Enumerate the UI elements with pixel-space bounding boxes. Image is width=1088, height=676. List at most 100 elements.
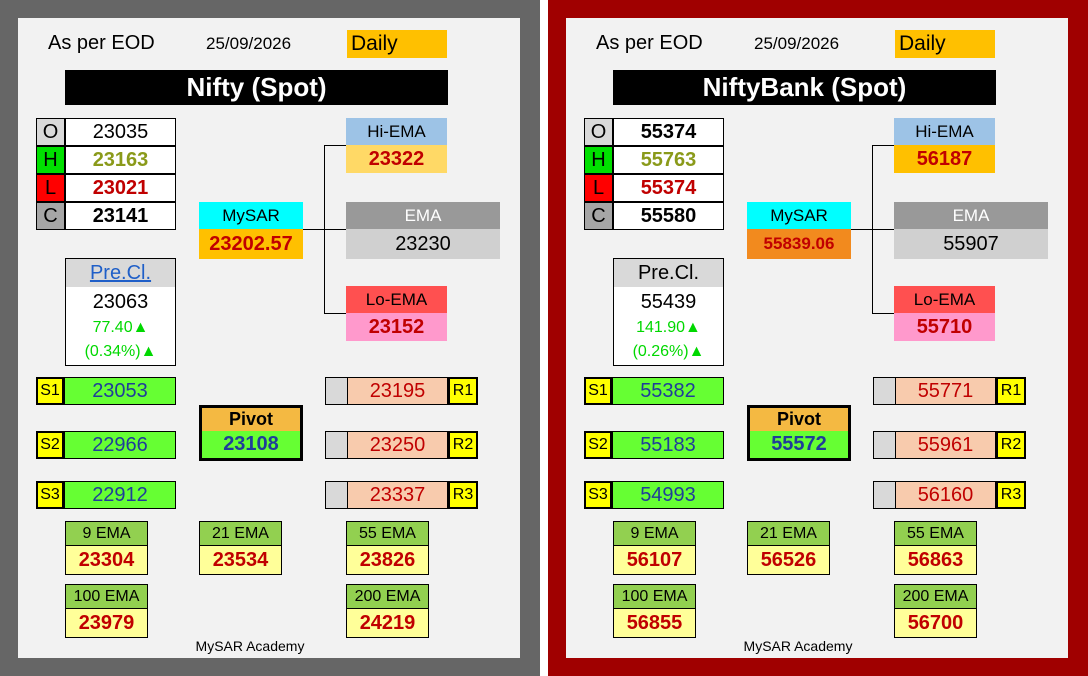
resistance-r3-value: 23337 (347, 481, 448, 509)
pivot-value: 23108 (202, 431, 300, 458)
support-s1-label: S1 (584, 377, 612, 405)
ema-55-box: 55 EMA 23826 (346, 521, 429, 575)
resistance-r1-pad (325, 377, 347, 405)
ohlc-low-value: 23021 (65, 174, 176, 202)
resistance-r2-pad (873, 431, 895, 459)
lo-ema-label: Lo-EMA (346, 286, 447, 313)
support-s3-value: 22912 (64, 481, 176, 509)
resistance-r2-value: 55961 (895, 431, 996, 459)
support-s3-label: S3 (36, 481, 64, 509)
pre-close-value: 55439 (640, 290, 697, 313)
change-percent: (0.34%)▲ (84, 343, 157, 360)
resistance-r1-value: 23195 (347, 377, 448, 405)
support-s2-label: S2 (36, 431, 64, 459)
connector-line (872, 313, 894, 314)
ema-100-value: 23979 (66, 609, 147, 637)
ema-21-value: 56526 (748, 546, 829, 574)
pivot-box: Pivot 23108 (199, 405, 303, 461)
resistance-r2-value: 23250 (347, 431, 448, 459)
ohlc-open-value: 55374 (613, 118, 724, 146)
change-value: 141.90▲ (636, 319, 701, 336)
ohlc-low-letter: L (584, 174, 613, 202)
ema-200-label: 200 EMA (347, 585, 428, 609)
ema-label: EMA (346, 202, 500, 229)
ohlc-open-value: 23035 (65, 118, 176, 146)
ema-21-value: 23534 (200, 546, 281, 574)
pre-close-label[interactable]: Pre.Cl. (66, 259, 175, 287)
nifty-frame: As per EOD 25/09/2026 Daily Nifty (Spot)… (0, 0, 540, 676)
resistance-r3-value: 56160 (895, 481, 996, 509)
hi-ema-value: 56187 (894, 145, 995, 173)
pre-close-label: Pre.Cl. (614, 259, 723, 287)
ema-21-box: 21 EMA 23534 (199, 521, 282, 575)
mysar-label: MySAR (199, 202, 303, 229)
pre-close-box: Pre.Cl. 55439 141.90▲ (0.26%)▲ (613, 258, 724, 366)
pivot-value: 55572 (750, 431, 848, 458)
ohlc-high-letter: H (36, 146, 65, 174)
lo-ema-value: 23152 (346, 313, 447, 341)
ema-200-label: 200 EMA (895, 585, 976, 609)
resistance-r1-label: R1 (448, 377, 478, 405)
ema-200-value: 24219 (347, 609, 428, 637)
pivot-box: Pivot 55572 (747, 405, 851, 461)
niftybank-panel: As per EOD 25/09/2026 Daily NiftyBank (S… (566, 18, 1068, 658)
support-s2-label: S2 (584, 431, 612, 459)
ohlc-high-letter: H (584, 146, 613, 174)
ohlc-high-value: 23163 (65, 146, 176, 174)
nifty-panel: As per EOD 25/09/2026 Daily Nifty (Spot)… (18, 18, 520, 658)
ema-55-label: 55 EMA (895, 522, 976, 546)
ohlc-low-value: 55374 (613, 174, 724, 202)
support-s3-value: 54993 (612, 481, 724, 509)
change-percent: (0.26%)▲ (632, 343, 705, 360)
resistance-r3-pad (873, 481, 895, 509)
lo-ema-label: Lo-EMA (894, 286, 995, 313)
ema-9-box: 9 EMA 23304 (65, 521, 148, 575)
resistance-r1-pad (873, 377, 895, 405)
resistance-r2-pad (325, 431, 347, 459)
resistance-r3-pad (325, 481, 347, 509)
ema-value: 23230 (346, 229, 500, 259)
ema-200-box: 200 EMA 24219 (346, 584, 429, 638)
footer-credit: MySAR Academy (743, 638, 853, 654)
ema-100-label: 100 EMA (66, 585, 147, 609)
support-s1-value: 23053 (64, 377, 176, 405)
ohlc-close-letter: C (584, 202, 613, 230)
ema-21-box: 21 EMA 56526 (747, 521, 830, 575)
connector-line (324, 145, 325, 314)
ema-100-box: 100 EMA 23979 (65, 584, 148, 638)
ema-9-box: 9 EMA 56107 (613, 521, 696, 575)
mysar-value: 55839.06 (747, 229, 851, 259)
ema-55-label: 55 EMA (347, 522, 428, 546)
ema-9-value: 23304 (66, 546, 147, 574)
eod-label: As per EOD (48, 32, 155, 54)
ema-100-value: 56855 (614, 609, 695, 637)
support-s3-label: S3 (584, 481, 612, 509)
ema-200-box: 200 EMA 56700 (894, 584, 977, 638)
footer-credit: MySAR Academy (195, 638, 305, 654)
ohlc-close-value: 23141 (65, 202, 176, 230)
pivot-label: Pivot (750, 408, 848, 431)
resistance-r2-label: R2 (448, 431, 478, 459)
hi-ema-label: Hi-EMA (346, 118, 447, 145)
mysar-label: MySAR (747, 202, 851, 229)
ema-55-box: 55 EMA 56863 (894, 521, 977, 575)
report-date: 25/09/2026 (206, 34, 292, 53)
ohlc-close-value: 55580 (613, 202, 724, 230)
timeframe-badge: Daily (895, 30, 995, 58)
panel-title: Nifty (Spot) (65, 70, 448, 105)
ema-9-label: 9 EMA (66, 522, 147, 546)
pre-close-value: 23063 (92, 290, 149, 313)
support-s2-value: 22966 (64, 431, 176, 459)
ema-55-value: 23826 (347, 546, 428, 574)
timeframe-badge: Daily (347, 30, 447, 58)
support-s1-label: S1 (36, 377, 64, 405)
connector-line (324, 145, 346, 146)
pivot-label: Pivot (202, 408, 300, 431)
panel-title: NiftyBank (Spot) (613, 70, 996, 105)
ema-100-label: 100 EMA (614, 585, 695, 609)
hi-ema-value: 23322 (346, 145, 447, 173)
ema-21-label: 21 EMA (200, 522, 281, 546)
connector-line (324, 313, 346, 314)
ohlc-open-letter: O (36, 118, 65, 146)
resistance-r1-value: 55771 (895, 377, 996, 405)
